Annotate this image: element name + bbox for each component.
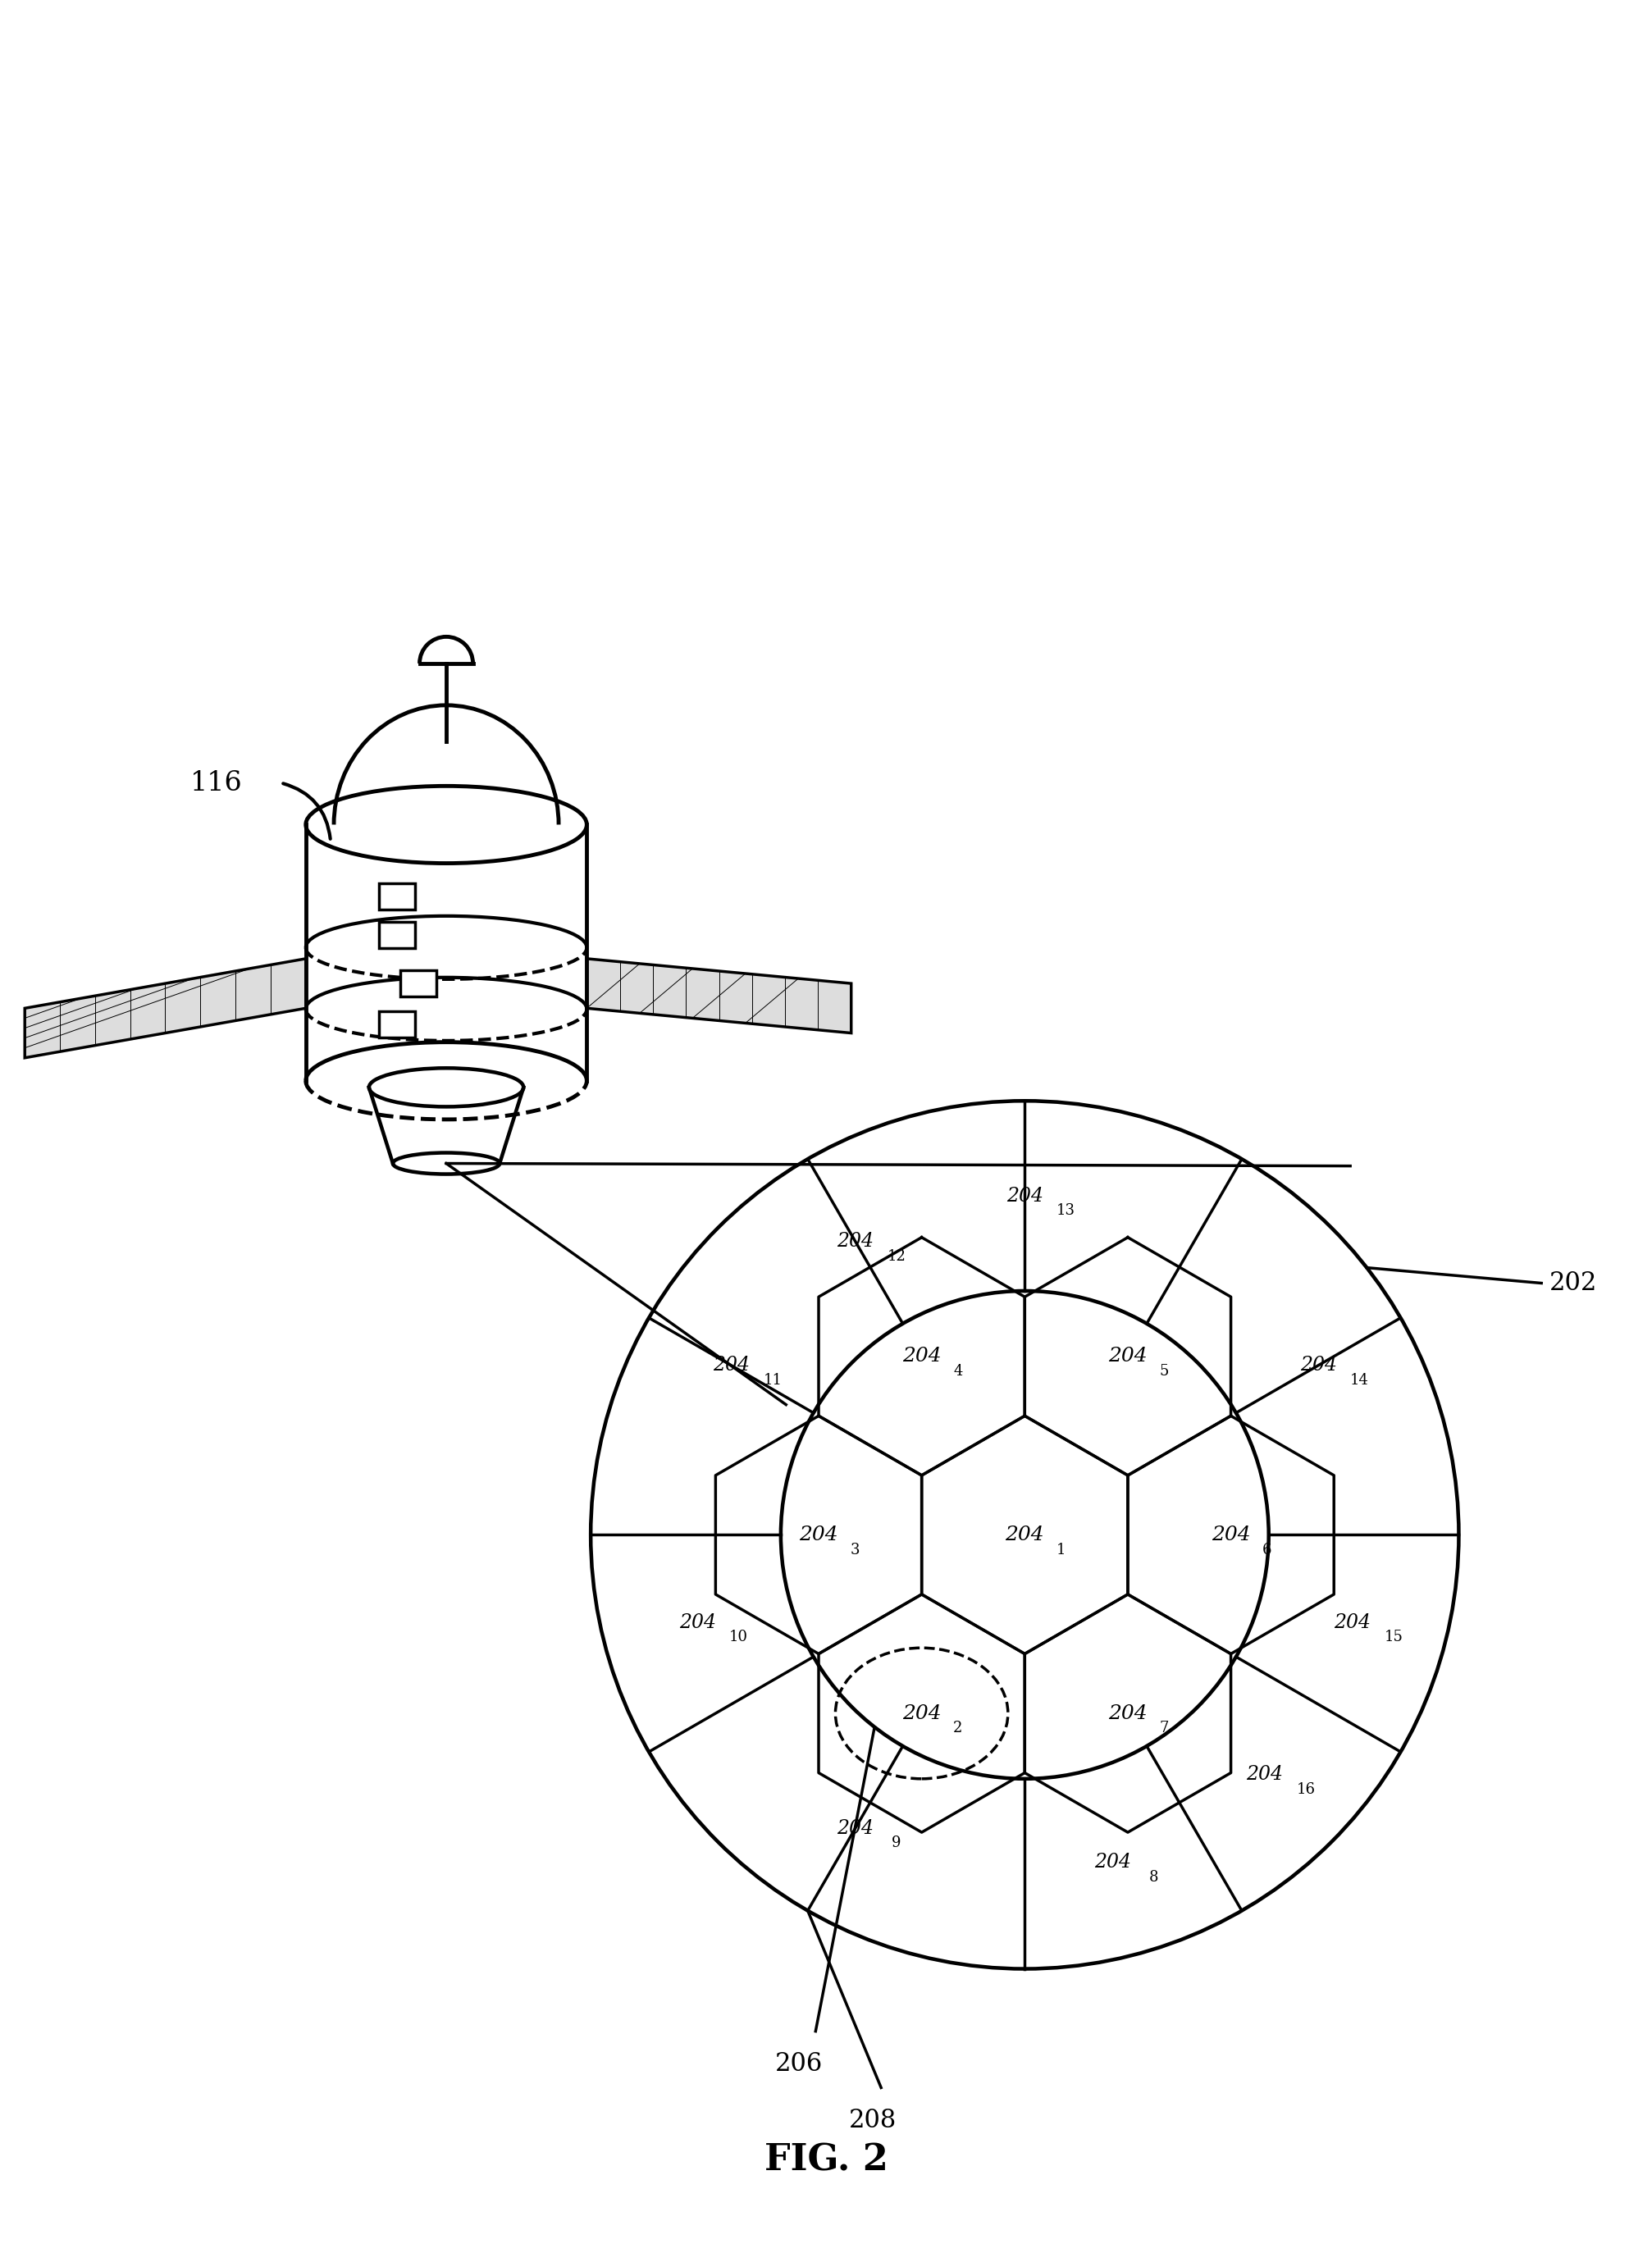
Text: 15: 15	[1383, 1631, 1403, 1644]
Text: 9: 9	[892, 1837, 900, 1850]
Polygon shape	[378, 921, 415, 948]
Text: 204: 204	[836, 1819, 874, 1837]
Text: 1: 1	[1056, 1543, 1066, 1556]
Text: 204: 204	[1333, 1613, 1370, 1631]
Text: 206: 206	[775, 2052, 823, 2077]
Text: 204: 204	[1006, 1188, 1042, 1206]
Text: 10: 10	[729, 1631, 748, 1644]
Text: 204: 204	[1108, 1703, 1146, 1724]
Text: 116: 116	[190, 769, 243, 796]
Text: 5: 5	[1160, 1364, 1168, 1378]
Text: 12: 12	[887, 1249, 905, 1264]
Text: 3: 3	[849, 1543, 859, 1556]
Text: 204: 204	[1094, 1853, 1130, 1871]
Text: 208: 208	[849, 2108, 897, 2133]
Text: 2: 2	[953, 1721, 961, 1735]
Text: 6: 6	[1262, 1543, 1272, 1556]
Text: 204: 204	[1108, 1346, 1146, 1366]
FancyArrowPatch shape	[282, 783, 330, 839]
Text: 204: 204	[1211, 1525, 1251, 1545]
Text: 4: 4	[953, 1364, 961, 1378]
Polygon shape	[586, 959, 851, 1034]
Polygon shape	[25, 959, 306, 1059]
Text: 7: 7	[1160, 1721, 1168, 1735]
Text: 14: 14	[1350, 1373, 1368, 1387]
Polygon shape	[400, 970, 436, 998]
Text: 13: 13	[1056, 1203, 1075, 1219]
Polygon shape	[378, 1011, 415, 1038]
Text: 204: 204	[902, 1346, 940, 1366]
Text: 8: 8	[1148, 1871, 1158, 1884]
Text: 204: 204	[1246, 1764, 1282, 1785]
Text: 204: 204	[798, 1525, 838, 1545]
Text: 204: 204	[712, 1355, 750, 1375]
Text: 204: 204	[1298, 1355, 1336, 1375]
Text: 204: 204	[836, 1233, 874, 1251]
Text: 16: 16	[1295, 1782, 1315, 1796]
Text: 204: 204	[679, 1613, 715, 1631]
Text: 202: 202	[1550, 1271, 1597, 1296]
Text: 204: 204	[902, 1703, 940, 1724]
Polygon shape	[378, 882, 415, 909]
Text: 204: 204	[1004, 1525, 1044, 1545]
Text: FIG. 2: FIG. 2	[765, 2142, 887, 2178]
Text: 11: 11	[763, 1373, 781, 1387]
